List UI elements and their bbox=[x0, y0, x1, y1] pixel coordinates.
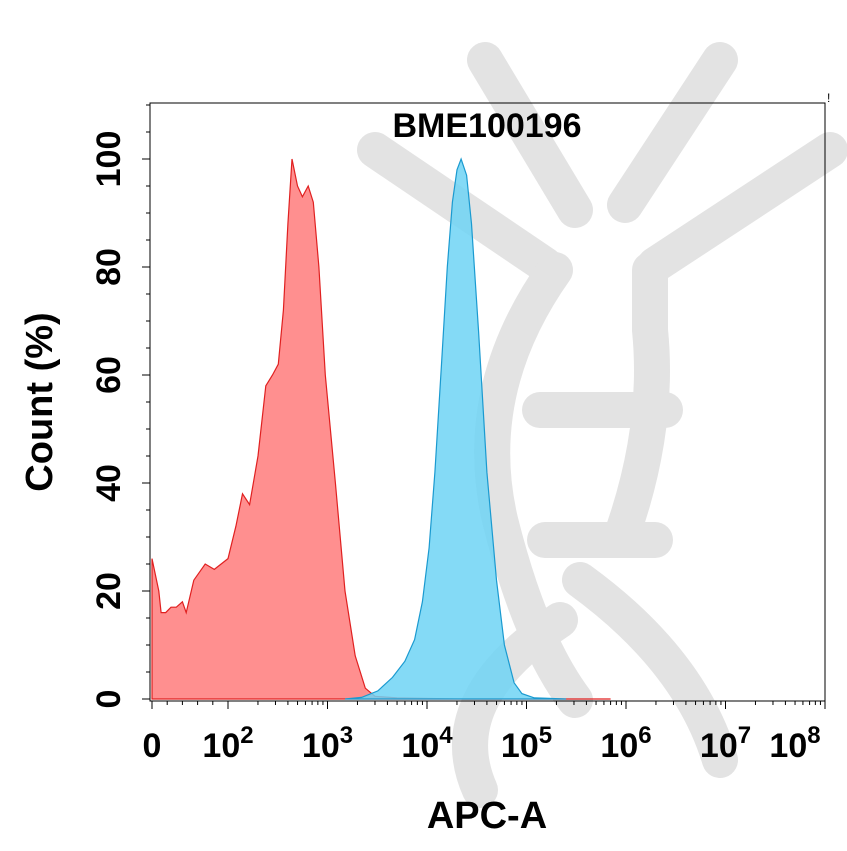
x-tick-label: 108 bbox=[769, 722, 820, 765]
plot-area bbox=[151, 157, 611, 700]
y-tick-label: 100 bbox=[90, 131, 128, 188]
corner-mark: ! bbox=[827, 91, 830, 105]
x-tick-label: 107 bbox=[700, 722, 751, 765]
x-tick-label: 106 bbox=[600, 722, 651, 765]
x-tick-label: 104 bbox=[401, 722, 453, 765]
y-tick-label: 0 bbox=[90, 690, 128, 709]
y-tick-label: 60 bbox=[90, 356, 128, 394]
x-tick-label: 103 bbox=[302, 722, 353, 765]
x-axis: 0 102 103 104 105 106 107 108 bbox=[143, 701, 826, 765]
histogram-series-2 bbox=[344, 157, 567, 700]
x-tick-label: 105 bbox=[501, 722, 552, 765]
y-tick-label: 80 bbox=[90, 248, 128, 286]
dna-watermark-logo bbox=[357, 42, 847, 808]
histogram-series-1 bbox=[151, 158, 611, 700]
x-tick-label: 0 bbox=[143, 727, 162, 765]
y-axis: 0 20 40 60 80 100 bbox=[90, 104, 150, 709]
y-tick-label: 20 bbox=[90, 572, 128, 610]
x-axis-title: APC-A bbox=[427, 795, 547, 837]
y-axis-title: Count (%) bbox=[19, 312, 61, 491]
chart-title: BME100196 bbox=[392, 107, 581, 145]
x-tick-label: 102 bbox=[202, 722, 253, 765]
y-tick-label: 40 bbox=[90, 464, 128, 502]
